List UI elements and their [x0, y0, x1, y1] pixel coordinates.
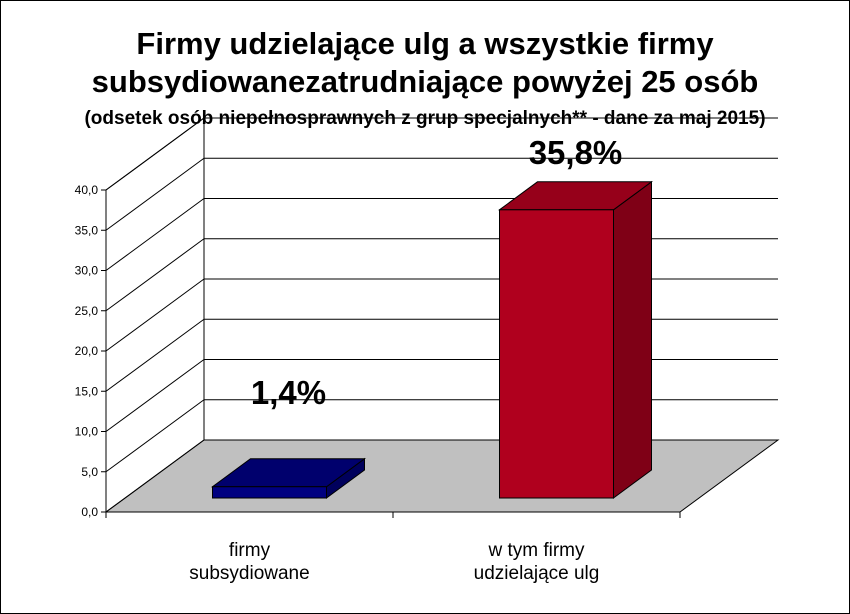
y-tick-label: 5,0	[81, 465, 98, 479]
y-axis-ticks: 0,0 5,0 10,0 15,0 20,0 25,0 30,0 35,0 40,0	[75, 183, 106, 519]
side-gridline	[105, 157, 205, 231]
category-label: firmy	[229, 540, 271, 561]
y-tick-label: 0,0	[81, 505, 98, 519]
side-gridline	[105, 278, 205, 352]
y-tick-label: 20,0	[75, 344, 99, 358]
bar-front	[499, 209, 614, 499]
chart-title-line-1: Firmy udzielające ulg a wszystkie firmy	[136, 26, 714, 61]
bar	[210, 457, 367, 499]
side-gridline	[105, 238, 205, 312]
side-gridline	[105, 399, 205, 473]
category-label: subsydiowane	[189, 563, 309, 584]
chart-title-line-2: subsydiowanezatrudniające powyżej 25 osó…	[91, 64, 759, 99]
side-gridline	[105, 359, 205, 432]
data-labels: 1,4% 35,8%	[251, 134, 622, 411]
category-label: w tym firmy	[487, 540, 585, 561]
gridlines	[105, 117, 778, 513]
data-label: 1,4%	[251, 374, 326, 411]
y-tick-label: 40,0	[75, 183, 99, 197]
x-axis-ticks	[105, 512, 681, 518]
side-wall-edge	[105, 117, 205, 191]
y-tick-label: 35,0	[75, 223, 99, 237]
bars	[210, 180, 654, 499]
bar	[497, 180, 654, 499]
category-label: udzielające ulg	[474, 563, 600, 584]
y-tick-label: 30,0	[75, 264, 99, 278]
side-gridline	[105, 439, 205, 513]
side-gridline	[105, 198, 205, 271]
bar-front	[212, 486, 327, 499]
bar-side	[613, 180, 652, 499]
y-tick-label: 25,0	[75, 304, 99, 318]
y-tick-label: 15,0	[75, 384, 99, 398]
y-tick-label: 10,0	[75, 425, 99, 439]
side-gridline	[105, 318, 205, 392]
chart-floor	[104, 439, 780, 513]
data-label: 35,8%	[529, 134, 623, 171]
